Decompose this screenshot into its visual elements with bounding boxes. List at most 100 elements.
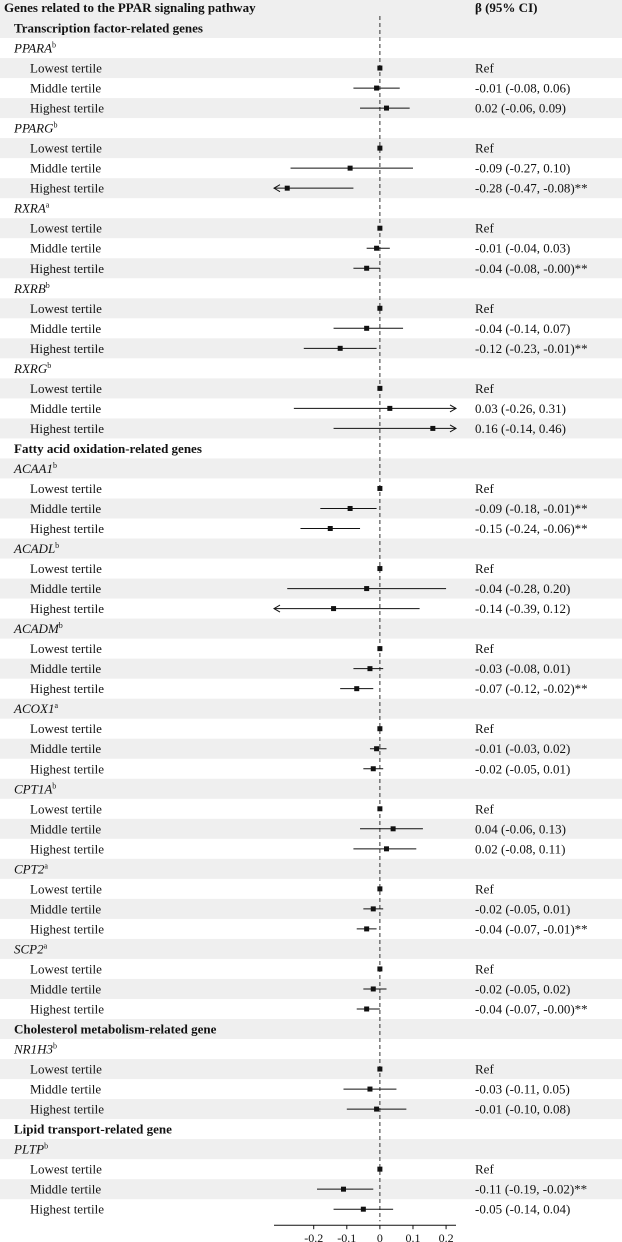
tertile-label: Middle tertile	[30, 1182, 101, 1197]
ci-value: -0.05 (-0.14, 0.04)	[475, 1202, 570, 1217]
point-estimate	[377, 1066, 383, 1072]
row-est: Middle tertile 0.03 (-0.26, 0.31)	[30, 401, 566, 416]
point-estimate	[384, 105, 390, 111]
ci-value: -0.01 (-0.10, 0.08)	[475, 1102, 570, 1117]
row-est: Highest tertile -0.04 (-0.07, -0.01)**	[30, 921, 588, 936]
row-est: Lowest tertile Ref	[30, 801, 494, 816]
gene-superscript: b	[53, 1042, 57, 1051]
point-estimate	[377, 726, 383, 732]
row-stripe	[0, 938, 622, 959]
row-est: Highest tertile -0.04 (-0.08, -0.00)**	[30, 261, 588, 276]
gene-superscript: a	[54, 701, 58, 710]
row-section: Transcription factor-related genes	[14, 21, 203, 36]
row-gene: CPT2a	[14, 861, 48, 876]
tertile-label: Highest tertile	[30, 101, 104, 116]
ci-value: -0.09 (-0.27, 0.10)	[475, 161, 570, 176]
tertile-label: Lowest tertile	[30, 881, 102, 896]
ci-value: Ref	[475, 641, 494, 656]
point-estimate	[364, 1006, 370, 1012]
point-estimate	[284, 185, 290, 191]
tertile-label: Lowest tertile	[30, 721, 102, 736]
point-estimate	[337, 345, 343, 351]
ci-value: 0.02 (-0.06, 0.09)	[475, 101, 566, 116]
row-est: Highest tertile -0.04 (-0.07, -0.00)**	[30, 1001, 588, 1016]
point-estimate	[377, 305, 383, 311]
ci-arrow-right	[449, 404, 457, 413]
row-stripe	[0, 898, 622, 919]
row-stripe	[0, 538, 622, 559]
gene-label: PPARGb	[13, 121, 57, 136]
point-estimate	[370, 766, 376, 772]
row-stripe	[0, 818, 622, 839]
row-stripe	[0, 738, 622, 759]
point-estimate	[331, 606, 337, 612]
point-estimate	[364, 265, 370, 271]
row-gene: PPARAb	[13, 41, 56, 56]
row-est: Highest tertile -0.01 (-0.10, 0.08)	[30, 1102, 570, 1117]
tertile-label: Middle tertile	[30, 401, 101, 416]
row-est: Lowest tertile Ref	[30, 141, 494, 156]
gene-superscript: b	[52, 781, 56, 790]
ci-value: -0.09 (-0.18, -0.01)**	[475, 501, 588, 516]
row-stripes	[0, 0, 622, 1200]
gene-label: ACADLb	[13, 541, 59, 556]
ci-value: 0.04 (-0.06, 0.13)	[475, 821, 566, 836]
section-label: Cholesterol metabolism-related gene	[14, 1022, 217, 1037]
ci-value: Ref	[475, 1062, 494, 1077]
tertile-label: Middle tertile	[30, 501, 101, 516]
row-est: Lowest tertile Ref	[30, 1062, 494, 1077]
tertile-label: Middle tertile	[30, 581, 101, 596]
ci-value: Ref	[475, 801, 494, 816]
row-stripe	[0, 1139, 622, 1160]
point-estimate	[367, 1086, 373, 1092]
tertile-label: Highest tertile	[30, 421, 104, 436]
row-est: Highest tertile 0.02 (-0.06, 0.09)	[30, 101, 566, 116]
row-stripe	[0, 858, 622, 879]
point-estimate	[377, 886, 383, 892]
ci-value: Ref	[475, 481, 494, 496]
ci-value: -0.28 (-0.47, -0.08)**	[475, 181, 588, 196]
tertile-label: Middle tertile	[30, 81, 101, 96]
tertile-label: Middle tertile	[30, 661, 101, 676]
point-estimate	[377, 485, 383, 491]
row-est: Highest tertile -0.15 (-0.24, -0.06)**	[30, 521, 588, 536]
header-beta-ci: β (95% CI)	[475, 0, 537, 15]
point-estimate	[377, 65, 383, 71]
ci-value: -0.12 (-0.23, -0.01)**	[475, 341, 588, 356]
gene-label: CPT1Ab	[14, 781, 56, 796]
header-genes-label: Genes related to the PPAR signaling path…	[4, 0, 256, 15]
point-estimate	[364, 586, 370, 592]
ci-value: Ref	[475, 381, 494, 396]
point-estimate	[377, 646, 383, 652]
row-gene: CPT1Ab	[14, 781, 56, 796]
row-est: Middle tertile 0.04 (-0.06, 0.13)	[30, 821, 566, 836]
point-estimate	[374, 85, 380, 91]
tertile-label: Highest tertile	[30, 921, 104, 936]
tertile-label: Highest tertile	[30, 841, 104, 856]
row-est: Lowest tertile Ref	[30, 481, 494, 496]
tertile-label: Highest tertile	[30, 761, 104, 776]
point-estimate	[377, 145, 383, 151]
tertile-label: Lowest tertile	[30, 1162, 102, 1177]
row-est: Lowest tertile Ref	[30, 221, 494, 236]
point-estimate	[340, 1186, 346, 1192]
point-estimate	[374, 746, 380, 752]
gene-label: ACADMb	[13, 621, 63, 636]
tertile-label: Highest tertile	[30, 261, 104, 276]
row-est: Highest tertile -0.07 (-0.12, -0.02)**	[30, 681, 588, 696]
gene-superscript: b	[53, 461, 57, 470]
ci-value: -0.01 (-0.08, 0.06)	[475, 81, 570, 96]
point-estimate	[374, 1106, 380, 1112]
ci-value: -0.04 (-0.28, 0.20)	[475, 581, 570, 596]
row-stripe	[0, 298, 622, 319]
row-est: Lowest tertile Ref	[30, 381, 494, 396]
tertile-label: Lowest tertile	[30, 141, 102, 156]
row-gene: ACADLb	[13, 541, 59, 556]
row-stripe	[0, 138, 622, 159]
tertile-label: Middle tertile	[30, 741, 101, 756]
tertile-label: Middle tertile	[30, 981, 101, 996]
ci-value: -0.04 (-0.07, -0.00)**	[475, 1001, 588, 1016]
row-section: Cholesterol metabolism-related gene	[14, 1022, 217, 1037]
tertile-label: Highest tertile	[30, 1001, 104, 1016]
x-tick-label: -0.2	[304, 1231, 323, 1242]
